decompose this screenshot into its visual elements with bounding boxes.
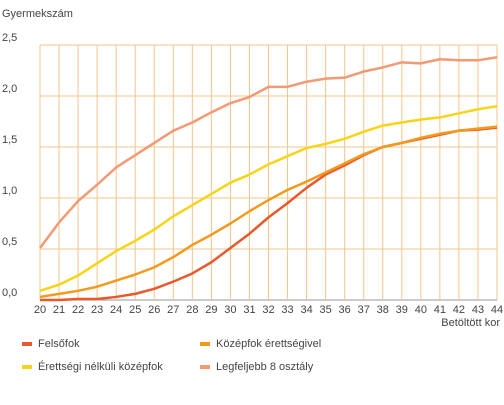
y-axis-label: Gyermekszám [2, 8, 73, 20]
x-tick-label: 40 [415, 304, 427, 316]
legend-label: Érettségi nélküli középfok [38, 360, 163, 373]
y-tick-label: 1,5 [2, 134, 17, 146]
x-tick-label: 25 [129, 304, 141, 316]
x-axis-label: Betöltött kor [441, 317, 500, 329]
x-tick-label: 20 [34, 304, 46, 316]
x-tick-label: 38 [377, 304, 389, 316]
x-tick-label: 34 [300, 304, 312, 316]
x-tick-label: 32 [262, 304, 274, 316]
x-tick-label: 24 [110, 304, 122, 316]
x-tick-label: 21 [53, 304, 65, 316]
x-tick-label: 44 [491, 304, 503, 316]
y-tick-label: 1,0 [2, 185, 17, 197]
series-line [39, 125, 498, 299]
x-tick-label: 39 [396, 304, 408, 316]
x-tick-label: 35 [320, 304, 332, 316]
x-tick-label: 27 [167, 304, 179, 316]
x-tick-label: 26 [148, 304, 160, 316]
x-tick-label: 37 [358, 304, 370, 316]
legend-label: Felsőfok [38, 338, 80, 350]
x-tick-label: 31 [243, 304, 255, 316]
x-tick-label: 36 [339, 304, 351, 316]
y-tick-label: 0,0 [2, 287, 17, 299]
x-tick-label: 23 [91, 304, 103, 316]
x-tick-label: 41 [434, 304, 446, 316]
x-tick-label: 43 [472, 304, 484, 316]
x-tick-label: 42 [453, 304, 465, 316]
series-line [39, 104, 498, 293]
series-line [38, 56, 498, 249]
x-tick-label: 22 [72, 304, 84, 316]
x-tick-label: 29 [205, 304, 217, 316]
x-tick-label: 33 [281, 304, 293, 316]
legend-label: Középfok érettségivel [216, 338, 321, 350]
x-tick-label: 30 [224, 304, 236, 316]
y-tick-label: 2,0 [2, 83, 17, 95]
y-tick-label: 0,5 [2, 236, 17, 248]
x-tick-label: 28 [186, 304, 198, 316]
legend-label: Legfeljebb 8 osztály [216, 361, 314, 373]
y-tick-label: 2,5 [2, 32, 17, 44]
